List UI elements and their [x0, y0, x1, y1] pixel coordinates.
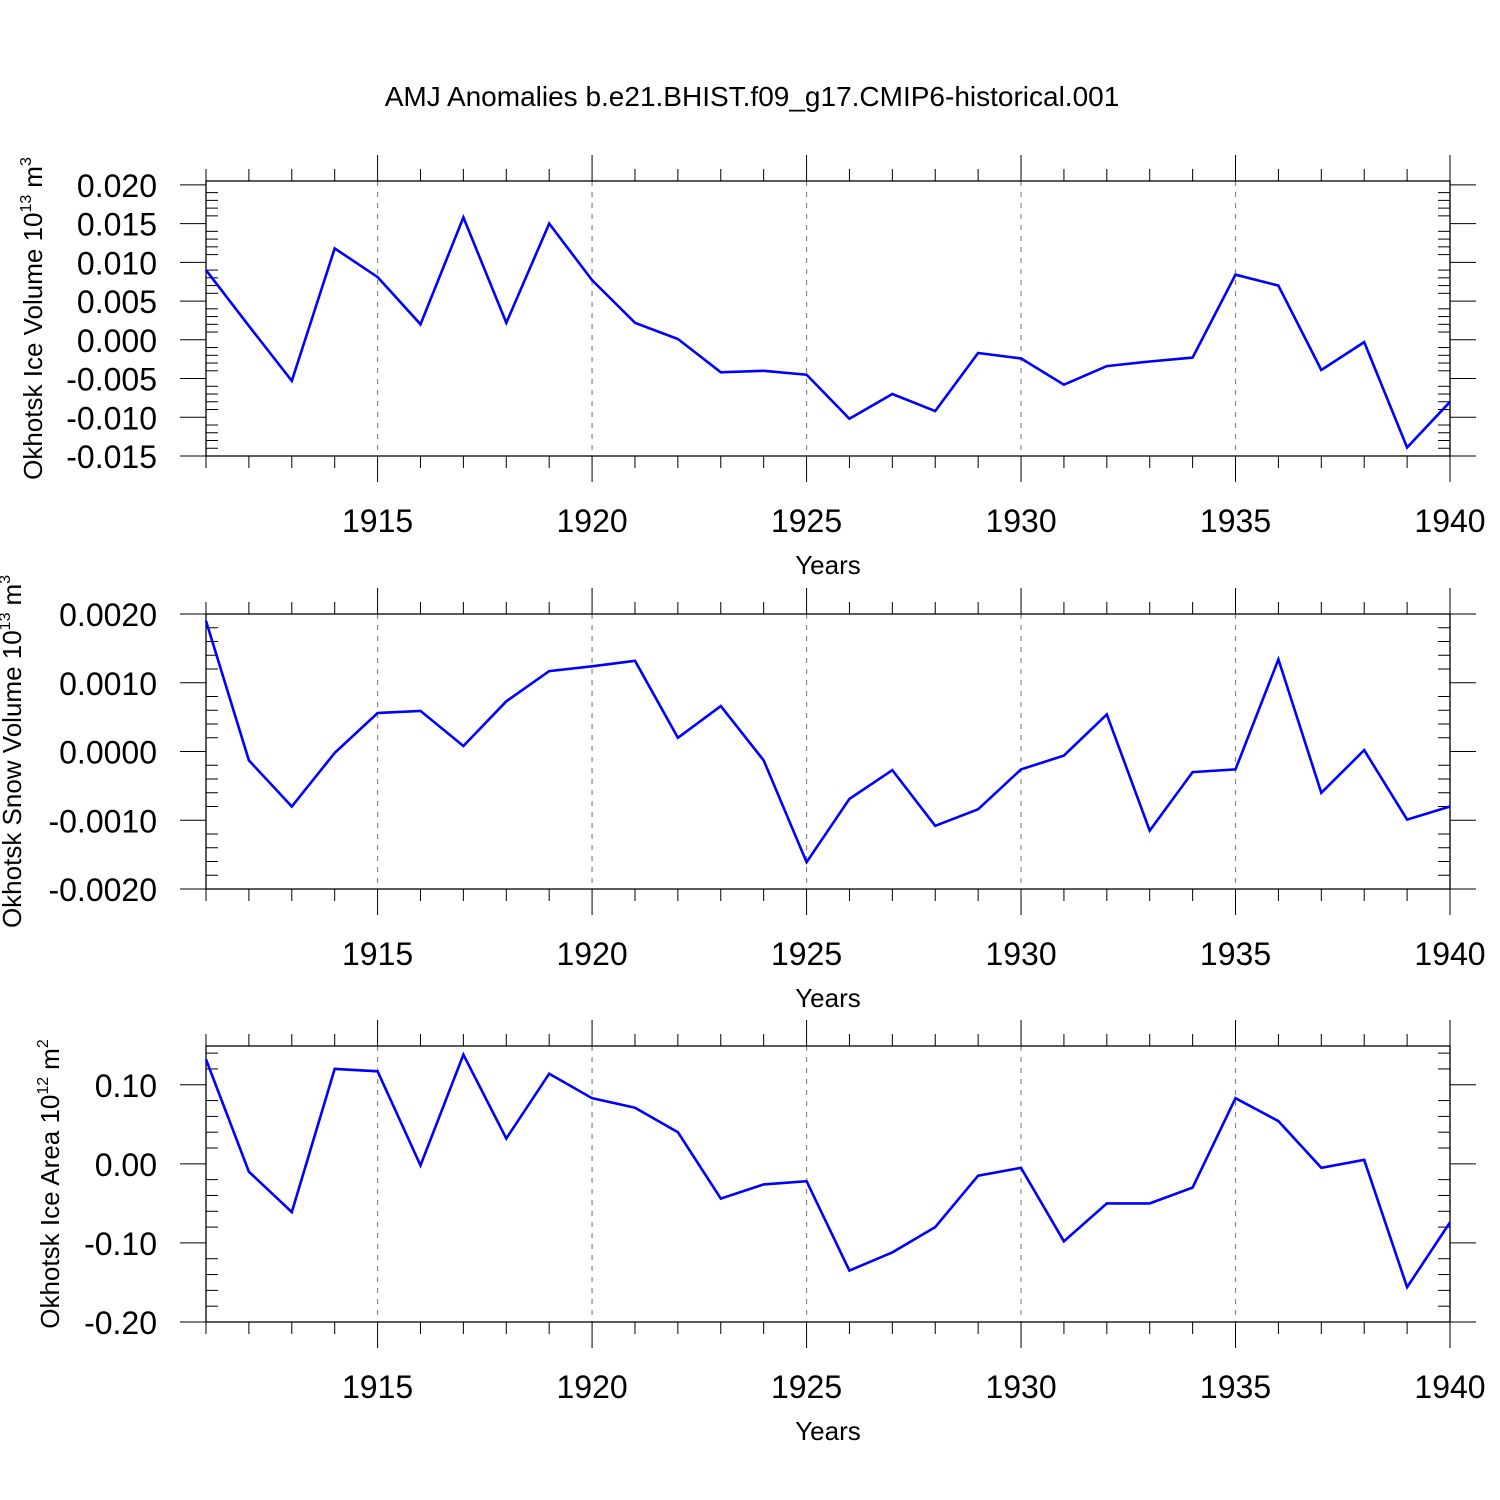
plot-frame	[205, 1045, 1451, 1323]
y-axis-label-text: Okhotsk Ice Area 10	[35, 1095, 65, 1329]
y-tick-label: 0.015	[77, 207, 157, 243]
y-tick-label: -0.005	[66, 362, 157, 398]
x-tick-label: 1940	[1414, 503, 1485, 539]
y-axis-label: Okhotsk Ice Volume 1013 m3	[18, 157, 48, 480]
y-axis-label-unit: m	[0, 584, 27, 606]
x-tick-label: 1930	[985, 503, 1056, 539]
x-tick-label: 1915	[342, 1369, 413, 1405]
y-tick-label: 0.010	[77, 245, 157, 281]
x-tick-label: 1930	[985, 1369, 1056, 1405]
panel-2: 1915 1920 1925 1930 1935 1940 -0.0020 -0.0010 0.…	[0, 575, 1486, 1013]
x-tick-label: 1935	[1200, 936, 1271, 972]
x-axis-label: Years	[795, 983, 861, 1013]
x-tick-label: 1925	[771, 1369, 842, 1405]
x-tick-label: 1915	[342, 503, 413, 539]
series-line	[204, 213, 1451, 450]
y-tick-label: -0.0010	[48, 803, 157, 839]
y-axis-label-unit-exponent: 3	[18, 157, 35, 166]
x-tick-label: 1940	[1414, 1369, 1485, 1405]
x-tick-label: 1920	[556, 503, 627, 539]
y-tick-label: -0.20	[84, 1305, 157, 1341]
y-tick-label: -0.0020	[48, 872, 157, 908]
y-tick-label: 0.0000	[59, 735, 157, 771]
plot-frame	[205, 180, 1451, 457]
y-tick-label: 0.005	[77, 284, 157, 320]
chart-title: AMJ Anomalies b.e21.BHIST.f09_g17.CMIP6-…	[385, 81, 1120, 112]
y-axis-label-unit: m	[35, 1048, 65, 1070]
panel-1: 1915 1920 1925 1930 1935 1940 -0.015-0.010-0.0…	[18, 155, 1486, 580]
y-axis-label-unit: m	[18, 166, 48, 188]
y-axis-label-exponent: 13	[18, 195, 35, 213]
y-axis-label-exponent: 12	[35, 1077, 52, 1095]
series-line	[204, 1051, 1452, 1291]
x-tick-label: 1920	[556, 1369, 627, 1405]
plot-frame	[205, 613, 1451, 890]
x-axis-label: Years	[795, 1416, 861, 1446]
panels: 1915 1920 1925 1930 1935 1940-0.015-0.010-0.0…	[0, 155, 1486, 1446]
x-tick-label: 1925	[771, 936, 842, 972]
y-axis-label-unit-exponent: 2	[35, 1039, 52, 1048]
y-tick-label: -0.10	[84, 1226, 157, 1262]
y-tick-label: 0.00	[95, 1147, 157, 1183]
y-tick-label: 0.10	[95, 1068, 157, 1104]
x-tick-label: 1930	[985, 936, 1056, 972]
x-tick-label: 1920	[556, 936, 627, 972]
x-tick-label: 1915	[342, 936, 413, 972]
x-tick-label: 1935	[1200, 503, 1271, 539]
y-axis-label-exponent: 13	[0, 612, 14, 630]
y-tick-label: 0.020	[77, 168, 157, 204]
y-axis-label-text: Okhotsk Snow Volume 10	[0, 630, 27, 928]
x-tick-label: 1925	[771, 503, 842, 539]
y-tick-label: 0.0010	[59, 666, 157, 702]
x-tick-label: 1935	[1200, 1369, 1271, 1405]
y-axis-label-text: Okhotsk Ice Volume 10	[18, 213, 48, 480]
x-tick-label: 1940	[1414, 936, 1485, 972]
y-tick-label: -0.010	[66, 400, 157, 436]
panel-3: 1915 1920 1925 1930 1935 1940 -0.20 -0.10 0.00 0.…	[35, 1020, 1486, 1446]
y-axis-label: Okhotsk Snow Volume 1013 m3	[0, 575, 27, 928]
y-tick-label: -0.015	[66, 439, 157, 475]
y-axis-label-unit-exponent: 3	[0, 575, 14, 584]
y-tick-label: 0.000	[77, 323, 157, 359]
y-tick-label: 0.0020	[59, 597, 157, 633]
x-axis-label: Years	[795, 550, 861, 580]
y-axis-label: Okhotsk Ice Area 1012 m2	[35, 1039, 65, 1329]
series-line	[204, 620, 1451, 865]
